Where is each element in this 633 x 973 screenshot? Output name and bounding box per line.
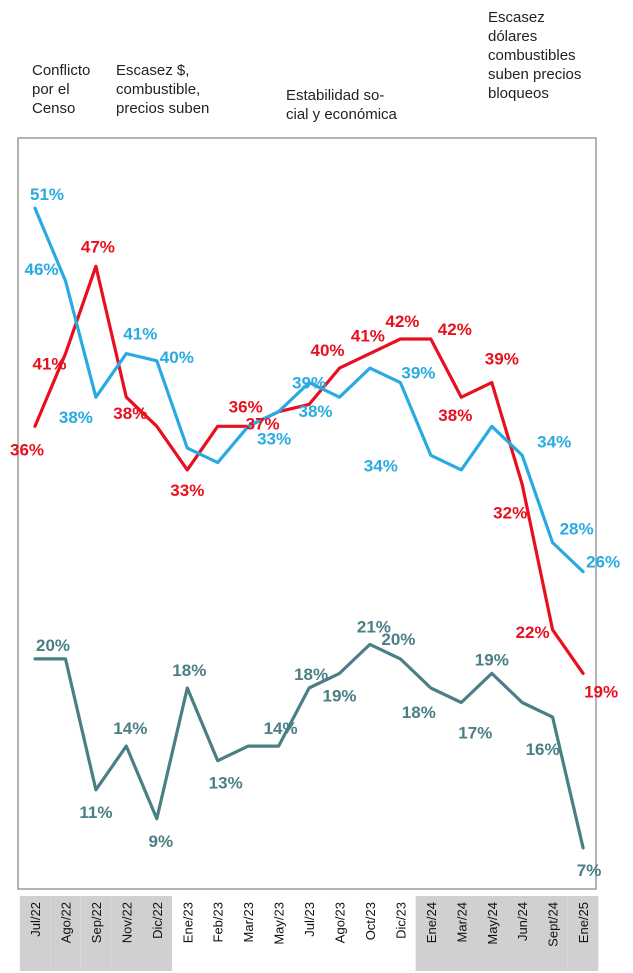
data-label: 9%: [149, 832, 174, 851]
tick-band-jun-24: [507, 896, 538, 971]
data-label: 38%: [59, 408, 93, 427]
x-tick-label: Ene/24: [424, 902, 439, 943]
data-label: 14%: [113, 719, 147, 738]
data-label: 18%: [294, 665, 328, 684]
data-label: 41%: [32, 355, 66, 374]
annotation-escasez-dolares: Escasez dólares combustibles suben preci…: [488, 9, 582, 102]
data-label: 17%: [458, 724, 492, 743]
x-tick-label: Ene/23: [180, 902, 195, 943]
data-label: 41%: [123, 325, 157, 344]
series-line-1: [33, 264, 585, 676]
data-label: 34%: [537, 432, 571, 451]
x-tick-label: Mar/23: [241, 902, 256, 942]
x-tick-label: Nov/22: [119, 902, 134, 943]
data-label: 40%: [310, 341, 344, 360]
data-label: 39%: [292, 374, 326, 393]
data-label: 51%: [30, 185, 64, 204]
data-label: 39%: [485, 350, 519, 369]
data-label: 34%: [364, 456, 398, 475]
data-label: 36%: [229, 397, 263, 416]
data-label: 22%: [516, 623, 550, 642]
data-label: 19%: [584, 682, 618, 701]
data-label: 36%: [10, 440, 44, 459]
data-label: 47%: [81, 237, 115, 256]
tick-band-sept-24: [537, 896, 568, 971]
data-label: 41%: [351, 327, 385, 346]
data-label: 18%: [172, 661, 206, 680]
data-label: 18%: [402, 703, 436, 722]
data-label: 19%: [322, 686, 356, 705]
data-label: 33%: [170, 481, 204, 500]
annotation-estabilidad: Estabilidad so- cial y económica: [286, 87, 397, 123]
data-label: 39%: [401, 364, 435, 383]
data-label: 46%: [24, 260, 58, 279]
x-tick-label: Sep/22: [89, 902, 104, 943]
x-tick-label: May/24: [485, 902, 500, 945]
data-label: 11%: [79, 803, 112, 822]
data-label: 20%: [36, 636, 70, 655]
tick-band-mar-24: [446, 896, 477, 971]
x-tick-label: Dic/23: [393, 902, 408, 939]
x-tick-label: Jul/22: [28, 902, 43, 937]
data-label: 7%: [577, 861, 602, 880]
tick-band-ago-22: [50, 896, 81, 971]
tick-band-jul-22: [19, 896, 51, 971]
series-line-2: [33, 206, 585, 574]
data-label: 19%: [475, 650, 509, 669]
data-label: 38%: [113, 404, 147, 423]
x-tick-label: May/23: [272, 902, 287, 945]
data-label: 16%: [526, 740, 560, 759]
data-label: 20%: [381, 630, 415, 649]
tick-band-ene-25: [567, 896, 599, 971]
data-label: 42%: [438, 320, 472, 339]
data-label: 26%: [586, 553, 620, 572]
data-label: 38%: [438, 406, 472, 425]
x-tick-label: Dic/22: [150, 902, 165, 939]
x-tick-label: Ago/23: [333, 902, 348, 943]
x-tick-label: Oct/23: [363, 902, 378, 940]
x-tick-label: Feb/23: [211, 902, 226, 942]
data-label: 38%: [298, 402, 332, 421]
series-line-3: [33, 642, 585, 850]
x-tick-label: Jun/24: [515, 902, 530, 941]
x-tick-label: Ene/25: [576, 902, 591, 943]
tick-band-may-24: [476, 896, 507, 971]
tick-band-nov-22: [111, 896, 142, 971]
data-label: 40%: [160, 348, 194, 367]
tick-band-ene-24: [415, 896, 446, 971]
axis-band-shading: [19, 896, 599, 971]
data-label: 28%: [560, 520, 594, 539]
x-axis-ticks: Jul/22 Ago/22 Sep/22 Nov/22 Dic/22 Ene/23 Feb/…: [28, 902, 591, 947]
x-tick-label: Ago/22: [58, 902, 73, 943]
data-labels: 36%41%47%38%33%36%37%40%41%42% 42%38%39%3…: [10, 185, 620, 880]
x-tick-label: Sept/24: [546, 902, 561, 947]
data-label: 32%: [493, 503, 527, 522]
data-label: 37%: [246, 415, 280, 434]
plot-frame: [17, 137, 597, 890]
data-label: 13%: [209, 774, 243, 793]
data-label: 21%: [357, 617, 391, 636]
data-label: 42%: [385, 312, 419, 331]
annotation-conflicto-censo: Conflicto por el Censo: [32, 62, 91, 117]
data-label: 14%: [264, 719, 298, 738]
x-tick-label: Mar/24: [454, 902, 469, 942]
x-tick-label: Jul/23: [302, 902, 317, 937]
annotation-escasez-combustible: Escasez $, combustible, precios suben: [116, 62, 210, 117]
series-lines: [33, 206, 585, 850]
data-label: 33%: [257, 429, 291, 448]
tick-band-dic-22: [141, 896, 172, 971]
tick-band-sep-22: [80, 896, 112, 971]
